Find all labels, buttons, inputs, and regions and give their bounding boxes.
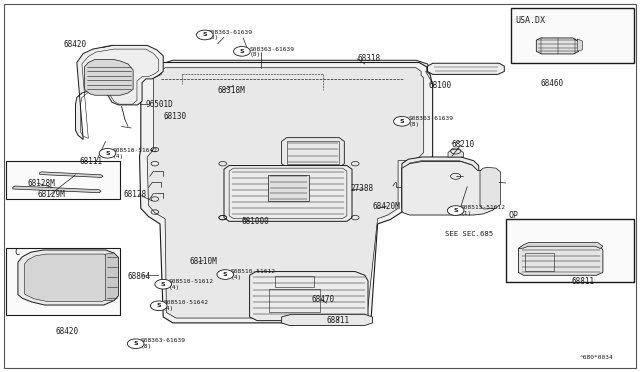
Polygon shape [140,62,433,323]
Polygon shape [577,39,582,51]
Text: S: S [453,208,458,213]
Bar [6,248,120,315]
Text: S08363-61639
(8): S08363-61639 (8) [208,29,253,41]
Text: 68129M: 68129M [37,190,65,199]
Text: S: S [161,282,166,287]
Bar [287,141,339,164]
Polygon shape [13,186,101,193]
Text: OP: OP [509,211,519,220]
Text: S: S [202,32,207,38]
Circle shape [234,46,250,56]
Polygon shape [224,166,352,221]
Text: 96501D: 96501D [146,100,173,109]
Text: 68470: 68470 [312,295,335,304]
Polygon shape [480,167,500,209]
Polygon shape [448,150,463,157]
Circle shape [217,270,234,279]
Text: S: S [239,49,244,54]
Text: S08363-61639
(8): S08363-61639 (8) [250,46,294,58]
Text: 68110M: 68110M [189,257,217,266]
Text: S: S [133,341,138,346]
Bar [268,175,309,201]
Text: 68130: 68130 [163,112,186,121]
Circle shape [196,30,213,40]
Text: 68811: 68811 [326,316,349,325]
Bar [525,253,554,271]
Circle shape [447,206,464,215]
Polygon shape [76,45,163,140]
Bar [511,8,634,63]
Polygon shape [250,272,368,321]
Bar [506,219,634,282]
Polygon shape [106,253,118,301]
Polygon shape [428,63,504,74]
Text: C: C [15,248,20,257]
Polygon shape [402,157,479,214]
Text: 68318M: 68318M [218,86,245,94]
Text: S: S [223,272,228,277]
Text: SEE SEC.685: SEE SEC.685 [445,231,493,237]
Text: 68128: 68128 [124,190,147,199]
Text: S08510-51642
(4): S08510-51642 (4) [113,148,157,159]
Circle shape [99,148,116,158]
Text: S: S [105,151,110,156]
Text: 68318: 68318 [357,54,380,63]
Polygon shape [402,161,499,215]
Text: S08363-61639
(8): S08363-61639 (8) [408,116,453,127]
Text: 681000: 681000 [242,217,269,226]
Text: S08510-51642
(4): S08510-51642 (4) [163,300,208,311]
Circle shape [155,279,172,289]
Text: 27388: 27388 [351,185,374,193]
Circle shape [127,339,144,349]
Text: 68111: 68111 [80,157,103,166]
Text: S: S [156,303,161,308]
Text: 68811: 68811 [572,277,595,286]
Text: 68420: 68420 [56,327,79,336]
Polygon shape [24,254,113,301]
Polygon shape [282,138,344,167]
Text: ^680*0034: ^680*0034 [579,355,613,360]
Bar [6,161,120,199]
Circle shape [394,116,410,126]
Text: S08510-51612
(4): S08510-51612 (4) [230,269,275,280]
Polygon shape [282,314,372,326]
Bar [275,276,314,287]
Text: S08363-61639
(8): S08363-61639 (8) [141,338,186,349]
Text: 68460: 68460 [541,79,564,88]
Text: 68128M: 68128M [28,179,55,187]
Text: 68420: 68420 [64,40,87,49]
Polygon shape [518,243,603,248]
Polygon shape [157,60,430,75]
Polygon shape [536,38,579,54]
Text: USA.DX: USA.DX [515,16,545,25]
Text: 68210: 68210 [452,140,475,149]
Bar [269,289,320,312]
Polygon shape [518,244,603,275]
Polygon shape [147,68,424,318]
Text: 68100: 68100 [429,81,452,90]
Text: S: S [399,119,404,124]
Circle shape [150,301,167,311]
Text: S08513-51612
(1): S08513-51612 (1) [461,205,506,216]
Polygon shape [40,172,103,177]
Polygon shape [18,250,118,305]
Text: 68864: 68864 [128,272,151,280]
Text: S08510-51612
(4): S08510-51612 (4) [168,279,213,290]
Text: 68420M: 68420M [372,202,400,211]
Polygon shape [84,60,133,95]
